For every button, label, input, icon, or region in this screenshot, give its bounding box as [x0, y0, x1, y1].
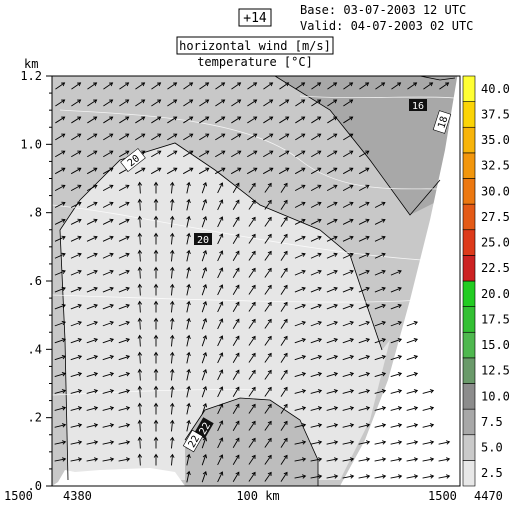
colorbar-label-10: 27.5 [481, 210, 510, 224]
y-tick-label-6: 1.2 [20, 69, 42, 83]
colorbar-swatch-1 [463, 435, 475, 461]
colorbar-swatch-3 [463, 384, 475, 410]
colorbar-label-5: 15.0 [481, 338, 510, 352]
chart-subtitle: temperature [°C] [197, 55, 313, 69]
base-time: Base: 03-07-2003 12 UTC [300, 3, 466, 17]
colorbar-swatch-6 [463, 307, 475, 333]
x-center-label: 100 km [236, 489, 279, 503]
colorbar-swatch-12 [463, 153, 475, 179]
forecast-hour: +14 [243, 11, 267, 26]
valid-time: Valid: 04-07-2003 02 UTC [300, 19, 473, 33]
colorbar-swatch-8 [463, 255, 475, 281]
colorbar-swatch-4 [463, 358, 475, 384]
colorbar-label-2: 7.5 [481, 415, 503, 429]
contour-label-20-center: 20 [197, 235, 209, 246]
colorbar-swatch-11 [463, 179, 475, 205]
x-right-elevation: 1500 [428, 489, 457, 503]
colorbar-swatch-2 [463, 409, 475, 435]
y-axis: .0.2.4.6.81.01.2 [20, 69, 52, 493]
y-tick-label-3: .6 [28, 274, 42, 288]
colorbar-label-12: 32.5 [481, 159, 510, 173]
colorbar-swatch-0 [463, 460, 475, 486]
x-right-distance: 4470 [474, 489, 503, 503]
colorbar-label-14: 37.5 [481, 107, 510, 121]
y-tick-label-2: .4 [28, 342, 42, 356]
y-tick-label-4: .8 [28, 206, 42, 220]
y-tick-label-5: 1.0 [20, 137, 42, 151]
colorbar-label-11: 30.0 [481, 184, 510, 198]
colorbar: 2.5 5.0 7.5 10.0 12.5 15.0 17.5 20.0 22.5 25.0 27.… [463, 76, 510, 486]
colorbar-swatch-13 [463, 127, 475, 153]
colorbar-swatch-10 [463, 204, 475, 230]
colorbar-swatch-5 [463, 332, 475, 358]
colorbar-swatch-7 [463, 281, 475, 307]
colorbar-label-4: 12.5 [481, 364, 510, 378]
colorbar-label-13: 35.0 [481, 133, 510, 147]
colorbar-label-8: 22.5 [481, 261, 510, 275]
colorbar-label-15: 40.0 [481, 82, 510, 96]
colorbar-label-6: 17.5 [481, 312, 510, 326]
colorbar-swatch-9 [463, 230, 475, 256]
x-left-elevation: 1500 [4, 489, 33, 503]
y-tick-label-1: .2 [28, 411, 42, 425]
contour-label-16: 16 [412, 101, 424, 112]
chart-title: horizontal wind [m/s] [179, 39, 331, 53]
colorbar-swatch-15 [463, 76, 475, 102]
plot-area: 20 20 16 18 22 22 [52, 60, 460, 486]
colorbar-label-7: 20.0 [481, 287, 510, 301]
colorbar-label-9: 25.0 [481, 236, 510, 250]
x-left-distance: 4380 [63, 489, 92, 503]
colorbar-swatch-14 [463, 102, 475, 128]
colorbar-label-0: 2.5 [481, 466, 503, 480]
colorbar-label-1: 5.0 [481, 441, 503, 455]
colorbar-label-3: 10.0 [481, 389, 510, 403]
